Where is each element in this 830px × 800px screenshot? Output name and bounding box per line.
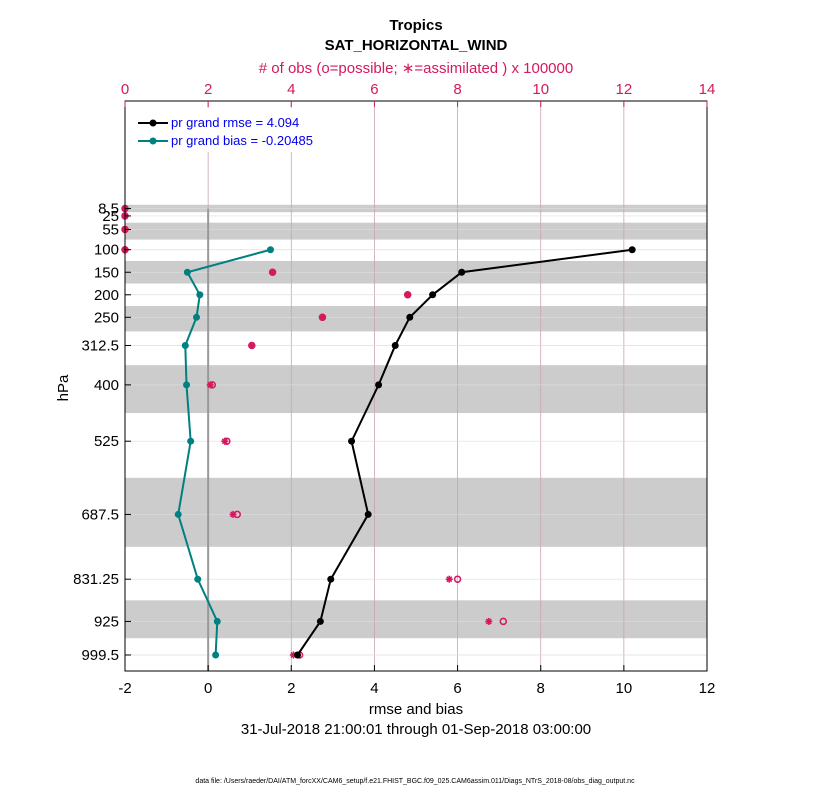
date-range: 31-Jul-2018 21:00:01 through 01-Sep-2018… <box>241 721 591 738</box>
legend-bias-marker <box>149 137 157 145</box>
obs-star-stroke-3 <box>319 314 326 321</box>
obs-assimilated-400 <box>206 381 214 389</box>
y-tick-label-925: 925 <box>94 613 119 630</box>
obs-assimilated-831.25 <box>445 575 453 583</box>
rmse-point-150 <box>458 268 466 276</box>
rmse-point-925 <box>316 617 324 625</box>
bias-point-999.5 <box>212 651 220 659</box>
bias-point-150 <box>183 268 191 276</box>
horizontal-gridlines <box>125 208 707 656</box>
rmse-point-831.25 <box>327 575 335 583</box>
rmse-point-999.5 <box>294 651 302 659</box>
x-tick-label-5: 8 <box>537 680 545 697</box>
y-tick-label-25: 25 <box>102 208 119 225</box>
plot-frame <box>124 100 708 672</box>
obs-possible-831.25 <box>453 575 462 583</box>
obs-assimilated-687.5 <box>229 510 237 518</box>
y-tick-label-831.25: 831.25 <box>73 571 119 588</box>
bias-point-831.25 <box>194 575 202 583</box>
obs-possible-925 <box>499 617 508 626</box>
obs-star-stroke-3 <box>207 381 214 388</box>
top-axis-label: # of obs (o=possible; ∗=assimilated ) x … <box>259 60 573 77</box>
rmse-point-100 <box>628 246 636 254</box>
obs-assimilated-312.5 <box>248 341 256 349</box>
y-tick-label-55: 55 <box>102 221 119 238</box>
band-687.5 <box>125 477 707 547</box>
band-925 <box>125 600 707 639</box>
x-tick-label-4: 6 <box>453 680 461 697</box>
top-tick-label-2: 4 <box>287 81 295 98</box>
bias-point-100 <box>267 246 274 254</box>
y-tick-label-200: 200 <box>94 287 119 304</box>
bias-point-525 <box>187 437 195 445</box>
rmse-point-200 <box>429 291 437 299</box>
bias-point-200 <box>196 291 204 299</box>
y-tick-label-999.5: 999.5 <box>81 647 119 664</box>
rmse-point-687.5 <box>364 510 372 518</box>
y-tick-label-525: 525 <box>94 433 119 450</box>
chart-subtitle: SAT_HORIZONTAL_WIND <box>325 37 508 54</box>
x-tick-label-6: 10 <box>616 680 633 697</box>
chart-title: Tropics <box>389 17 442 34</box>
top-tick-label-0: 0 <box>121 81 129 98</box>
obs-star-stroke-3 <box>221 438 228 445</box>
bias-point-687.5 <box>174 510 182 518</box>
rmse-point-312.5 <box>391 341 399 349</box>
top-tick-label-1: 2 <box>204 81 212 98</box>
x-tick-label-3: 4 <box>370 680 378 697</box>
obs-assimilated-525 <box>221 437 229 445</box>
y-tick-label-400: 400 <box>94 377 119 394</box>
legend-rmse-text: pr grand rmse = 4.094 <box>171 115 299 130</box>
x-tick-label-1: 0 <box>204 680 212 697</box>
top-tick-label-3: 6 <box>370 81 378 98</box>
y-tick-label-312.5: 312.5 <box>81 337 119 354</box>
bias-point-925 <box>213 617 221 625</box>
legend-box <box>128 108 343 152</box>
x-axis-label: rmse and bias <box>369 701 463 718</box>
x-tick-label-7: 12 <box>699 680 716 697</box>
bias-point-400 <box>183 381 191 389</box>
bias-point-312.5 <box>181 341 189 349</box>
bias-point-250 <box>193 313 201 321</box>
obs-assimilated-150 <box>269 268 277 276</box>
rmse-point-525 <box>348 437 356 445</box>
band-400 <box>125 365 707 414</box>
legend: pr grand rmse = 4.094 pr grand bias = -0… <box>128 108 343 152</box>
legend-bias-text: pr grand bias = -0.20485 <box>171 133 313 148</box>
obs-star-stroke-3 <box>230 511 237 518</box>
y-tick-label-8.5: 8.5 <box>98 201 119 218</box>
top-tick-label-4: 8 <box>453 81 461 98</box>
y-tick-label-687.5: 687.5 <box>81 506 119 523</box>
obs-assimilated-250 <box>318 313 326 321</box>
obs-star-stroke-3 <box>485 618 492 625</box>
obs-star-stroke-3 <box>446 576 453 583</box>
rmse-point-250 <box>406 313 414 321</box>
x-tick-label-2: 2 <box>287 680 295 697</box>
series-lines <box>174 246 636 659</box>
y-tick-label-100: 100 <box>94 242 119 259</box>
obs-assimilated-925 <box>485 617 493 625</box>
band-55 <box>125 222 707 240</box>
y-axis-label: hPa <box>55 374 72 401</box>
level-bands <box>125 204 707 639</box>
top-tick-label-7: 14 <box>699 81 716 98</box>
legend-rmse-marker <box>149 119 157 127</box>
y-tick-label-150: 150 <box>94 264 119 281</box>
obs-star-stroke-3 <box>248 342 255 349</box>
obs-star-stroke-3 <box>404 291 411 298</box>
x-tick-label-0: -2 <box>118 680 131 697</box>
y-tick-label-250: 250 <box>94 309 119 326</box>
rmse-point-400 <box>375 381 383 389</box>
obs-star-stroke-3 <box>269 269 276 276</box>
data-file-note: data file: /Users/raeder/DAI/ATM_forcXX/… <box>195 778 635 785</box>
top-tick-label-6: 12 <box>616 81 633 98</box>
top-tick-label-5: 10 <box>532 81 549 98</box>
obs-assimilated-200 <box>404 291 412 299</box>
